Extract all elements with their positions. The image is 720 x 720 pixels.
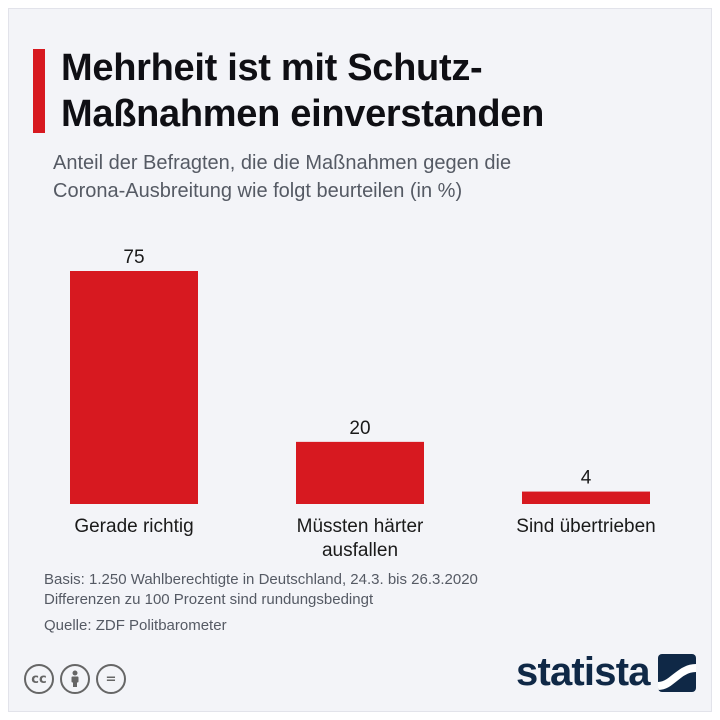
footer-basis: Basis: 1.250 Wahlberechtigte in Deutschl… <box>44 571 478 588</box>
bar-value-label-0: 75 <box>123 247 144 268</box>
chart-title: Mehrheit ist mit Schutz- Maßnahmen einve… <box>61 45 701 137</box>
category-label-1-1: ausfallen <box>322 540 398 560</box>
bar-1 <box>296 441 424 504</box>
no-derivatives-icon[interactable]: = <box>96 664 126 694</box>
title-accent-bar <box>33 49 45 133</box>
chart-subtitle: Anteil der Befragten, die die Maßnahmen … <box>53 149 693 205</box>
subtitle-line-2: Corona-Ausbreitung wie folgt beurteilen … <box>53 180 463 202</box>
cc-icon[interactable]: cc <box>24 664 54 694</box>
category-label-2-0: Sind übertrieben <box>516 516 655 537</box>
title-line-1: Mehrheit ist mit Schutz- <box>61 47 483 89</box>
bar-value-label-2: 4 <box>581 468 592 489</box>
bar-0 <box>70 271 198 504</box>
title-line-2: Maßnahmen einverstanden <box>61 93 544 135</box>
chart-footer: Basis: 1.250 Wahlberechtigte in Deutschl… <box>44 570 684 636</box>
statista-mark-icon <box>657 653 696 692</box>
footer-source: Quelle: ZDF Politbarometer <box>44 617 227 634</box>
subtitle-line-1: Anteil der Befragten, die die Maßnahmen … <box>53 152 512 174</box>
statista-logo[interactable]: statista <box>516 650 696 695</box>
attribution-icon[interactable] <box>60 664 90 694</box>
category-label-1-0: Müssten härter <box>297 516 424 537</box>
person-glyph <box>71 670 79 687</box>
bar-2 <box>522 491 650 504</box>
bar-value-label-1: 20 <box>349 418 370 439</box>
bar-chart: 75 Gerade richtig 20 Müssten härter ausfalle… <box>70 247 656 560</box>
footer-note: Differenzen zu 100 Prozent sind rundungs… <box>44 591 374 608</box>
category-label-0-0: Gerade richtig <box>74 516 193 537</box>
license-icons: cc = <box>24 664 126 694</box>
brand-wordmark: statista <box>516 650 650 694</box>
